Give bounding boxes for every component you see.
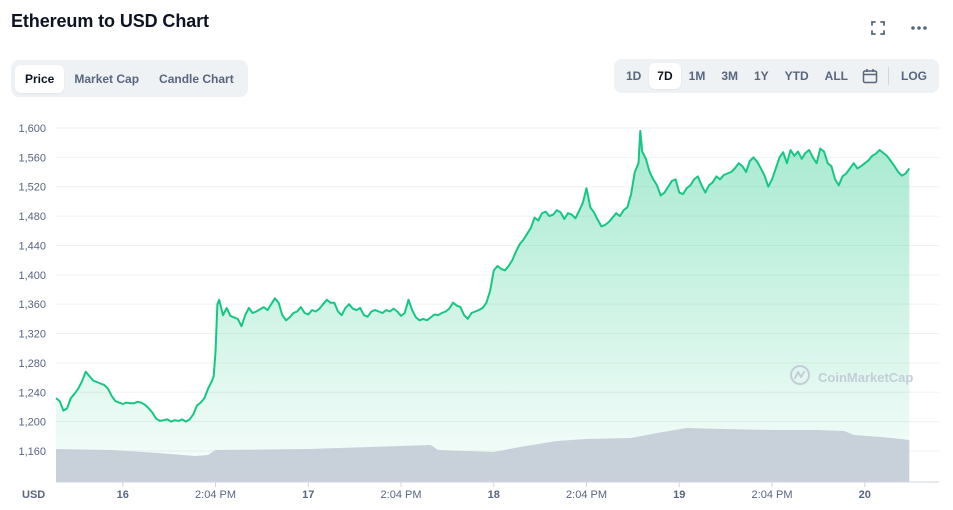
x-tick-label: 20: [859, 489, 871, 501]
time-range-selector: 1D 7D 1M 3M 1Y YTD ALL LOG: [613, 59, 939, 93]
y-tick-label: 1,160: [18, 446, 46, 458]
y-tick-label: 1,320: [18, 329, 46, 341]
range-1d-button[interactable]: 1D: [625, 69, 642, 83]
currency-label: USD: [22, 489, 45, 501]
range-3m-button[interactable]: 3M: [721, 69, 738, 83]
y-tick-label: 1,280: [18, 358, 46, 370]
y-tick-label: 1,560: [18, 152, 46, 164]
price-line: [55, 129, 911, 423]
y-tick-label: 1,440: [18, 240, 46, 252]
x-tick-label: 18: [488, 489, 500, 501]
y-tick-label: 1,400: [18, 270, 46, 282]
calendar-icon[interactable]: [856, 63, 884, 89]
more-horizontal-icon[interactable]: [909, 18, 929, 38]
range-1m-button[interactable]: 1M: [688, 69, 706, 83]
tab-price[interactable]: Price: [15, 64, 65, 93]
chart-type-tabs: Price Market Cap Candle Chart: [11, 60, 248, 97]
range-7d-button[interactable]: 7D: [649, 63, 681, 89]
y-tick-label: 1,600: [18, 123, 46, 135]
log-scale-button[interactable]: LOG: [901, 69, 927, 83]
range-ytd-button[interactable]: YTD: [784, 69, 809, 83]
y-axis-ticks: 1,600 1,560 1,520 1,480 1,440 1,400 1,360 1,320…: [18, 123, 46, 458]
coinmarketcap-logo-icon: [790, 365, 810, 385]
price-area-fill: [56, 130, 910, 482]
y-tick-label: 1,520: [18, 182, 46, 194]
volume-area: [56, 428, 910, 482]
x-tick-label: 16: [117, 489, 129, 501]
y-tick-label: 1,360: [18, 299, 46, 311]
fullscreen-icon[interactable]: [868, 18, 888, 38]
x-tick-label: 19: [673, 489, 685, 501]
toolbar-divider: [888, 67, 889, 85]
watermark: CoinMarketCap: [790, 365, 913, 385]
tab-market-cap[interactable]: Market Cap: [74, 71, 140, 86]
range-all-button[interactable]: ALL: [824, 69, 848, 83]
x-axis-ticks: 16 2:04 PM 17 2:04 PM 18 2:04 PM 19 2:04 PM 20: [117, 482, 871, 501]
watermark-text: CoinMarketCap: [818, 370, 913, 385]
x-tick-label: 17: [302, 489, 314, 501]
x-tick-label: 2:04 PM: [752, 489, 793, 501]
chart-title: Ethereum to USD Chart: [11, 11, 209, 31]
x-tick-label: 2:04 PM: [195, 489, 236, 501]
y-tick-label: 1,480: [18, 211, 46, 223]
range-1y-button[interactable]: 1Y: [753, 69, 769, 83]
tab-candle-chart[interactable]: Candle Chart: [159, 71, 234, 86]
x-tick-label: 2:04 PM: [566, 489, 607, 501]
y-tick-label: 1,200: [18, 417, 46, 429]
x-tick-label: 2:04 PM: [381, 489, 422, 501]
y-tick-label: 1,240: [18, 387, 46, 399]
